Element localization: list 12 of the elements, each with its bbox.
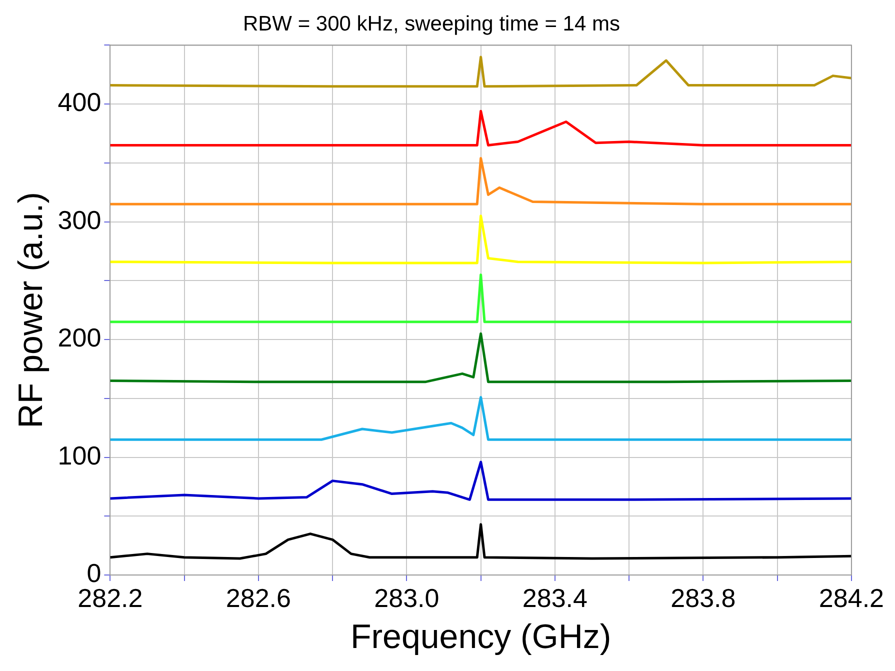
x-tick-label: 284.2	[818, 582, 884, 613]
y-tick-label: 100	[58, 440, 102, 470]
y-tick-label: 400	[58, 87, 102, 118]
x-tick-label: 282.6	[226, 582, 291, 613]
y-tick-label: 300	[58, 204, 102, 235]
x-tick-label: 283.4	[522, 582, 588, 613]
x-tick-label: 283.8	[670, 582, 736, 613]
x-tick-label: 283.0	[374, 582, 440, 613]
x-axis-title: Frequency (GHz)	[350, 618, 612, 656]
y-tick-label: 200	[58, 322, 102, 353]
chart-title: RBW = 300 kHz, sweeping time = 14 ms	[243, 12, 620, 36]
y-axis-title: RF power (a.u.)	[12, 192, 50, 428]
